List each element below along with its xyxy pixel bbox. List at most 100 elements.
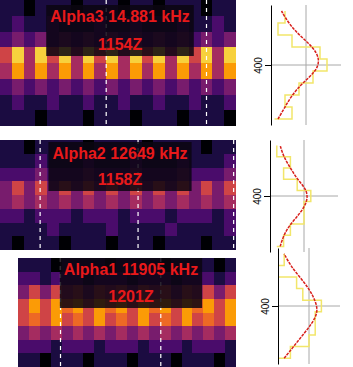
tick-label: 400 [260,298,271,315]
cell [94,236,106,250]
cell [12,32,24,48]
raw-spectrum [278,254,321,358]
cell [24,32,36,48]
cell [142,195,154,209]
cell [35,181,47,195]
spectrum-lines [278,254,321,358]
cell [35,79,47,95]
tick: 400 [253,57,271,74]
cell [24,110,36,126]
cell [130,95,142,111]
cell [214,353,225,367]
cell [212,181,224,195]
cell [105,326,116,340]
cell [203,353,214,367]
cell [40,272,51,286]
cell [59,223,71,237]
cell [149,353,160,367]
title: Alpha1 11905 kHz [64,261,198,278]
cell [203,326,214,340]
cell [138,313,149,327]
figure: Alpha3 14.881 kHz1154Z400Alpha2 12649 kH… [0,0,353,367]
cell [94,195,106,209]
cell [153,209,165,223]
cell [47,79,59,95]
cell [182,353,193,367]
cell [59,110,71,126]
cell [12,181,24,195]
cell [116,340,127,354]
cell [212,47,224,63]
cell [24,195,36,209]
cell [12,95,24,111]
cell [116,353,127,367]
tick-label: 400 [252,188,263,205]
cell [153,223,165,237]
cell [149,313,160,327]
cell [138,353,149,367]
cell [201,140,213,154]
cell [171,326,182,340]
fit-spectrum [284,254,317,358]
cell [142,79,154,95]
cell [192,353,203,367]
cell [212,0,224,16]
cell [0,209,12,223]
cell [83,223,95,237]
tick-mark [264,196,270,197]
cell [0,154,12,168]
cell [106,95,118,111]
cell [214,299,225,313]
cell [142,63,154,79]
cell [0,63,12,79]
cell [189,63,201,79]
cell [171,353,182,367]
cell [214,258,225,272]
cell [12,16,24,32]
cell [29,258,40,272]
cell [106,63,118,79]
cell [118,63,130,79]
cell [214,272,225,286]
cell [29,285,40,299]
cell [12,63,24,79]
cell [0,223,12,237]
background [0,0,353,367]
y-axis: 400 [253,6,272,126]
cell [94,209,106,223]
cell [153,95,165,111]
cell [171,313,182,327]
cell [138,326,149,340]
cell [177,195,189,209]
cell [201,181,213,195]
spectrum-lines [275,11,328,119]
title-box [46,5,194,56]
title-group: Alpha2 12649 kHz1158Z [48,142,191,191]
cell [59,209,71,223]
tick-mark [265,65,271,66]
cell [171,340,182,354]
title-box [60,258,202,308]
cell [12,154,24,168]
cell [12,140,24,154]
cell [106,223,118,237]
subtitle: 1201Z [108,288,154,305]
cell [59,236,71,250]
panel: Alpha2 12649 kHz1158Z 400 [0,140,338,253]
cell [24,63,36,79]
cell [29,353,40,367]
cell [47,63,59,79]
cell [47,110,59,126]
cell [29,313,40,327]
cell [24,236,36,250]
cell [224,110,236,126]
cell [0,236,12,250]
cell [29,299,40,313]
cell [71,95,83,111]
y-axis: 400 [260,249,279,365]
cell [0,95,12,111]
cell [40,258,51,272]
cell [18,285,29,299]
cell [71,79,83,95]
cell [127,340,138,354]
